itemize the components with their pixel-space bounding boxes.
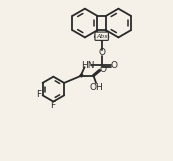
Text: HN: HN [81,61,95,70]
Text: O: O [98,48,105,57]
Text: O: O [110,61,117,70]
FancyBboxPatch shape [95,32,108,40]
Text: F: F [36,90,41,99]
Text: O: O [99,65,106,74]
Text: Abs: Abs [96,34,107,39]
Text: F: F [50,101,55,110]
Text: OH: OH [89,83,103,92]
